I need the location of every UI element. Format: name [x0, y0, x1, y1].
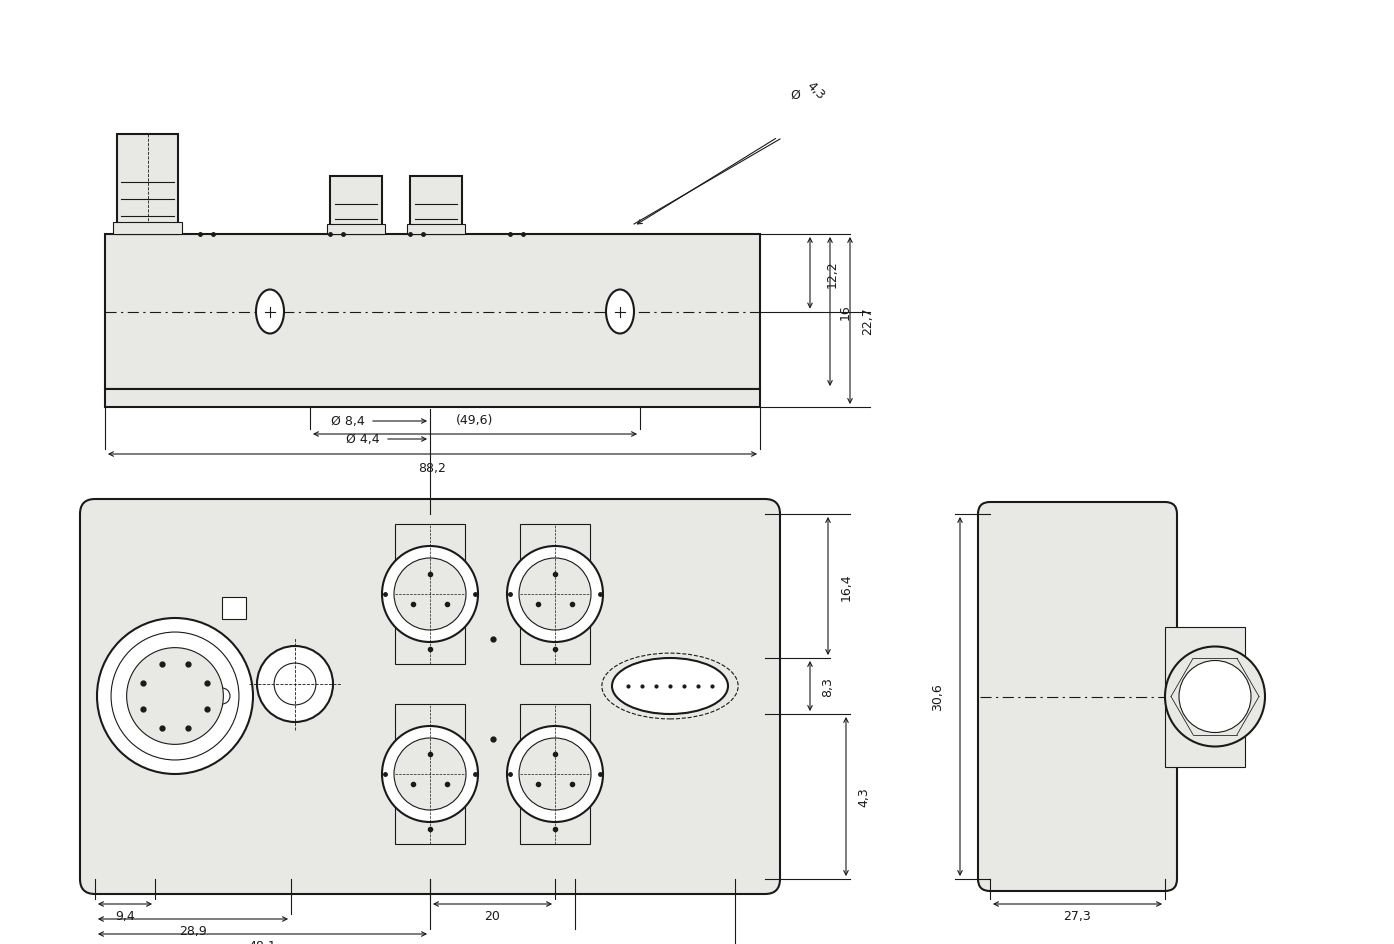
Circle shape [98, 618, 252, 774]
Ellipse shape [256, 290, 284, 334]
Text: 9,4: 9,4 [116, 909, 135, 922]
Bar [117, 135, 178, 235]
Bar [330, 177, 382, 235]
Circle shape [519, 738, 591, 810]
Text: 30,6: 30,6 [931, 683, 945, 711]
Text: 8,3: 8,3 [821, 676, 835, 697]
Circle shape [395, 559, 466, 631]
Circle shape [382, 726, 478, 822]
Ellipse shape [612, 658, 728, 715]
Circle shape [507, 547, 604, 642]
Bar [222, 598, 245, 619]
Circle shape [395, 738, 466, 810]
Text: (49,6): (49,6) [456, 414, 493, 427]
Bar [105, 235, 760, 390]
Ellipse shape [606, 290, 634, 334]
Text: 27,3: 27,3 [1064, 909, 1092, 922]
Bar [410, 177, 461, 235]
Text: 16: 16 [839, 304, 852, 320]
Text: Ø 4,4: Ø 4,4 [346, 433, 381, 446]
Bar [113, 223, 183, 235]
Text: 16,4: 16,4 [839, 573, 853, 600]
Circle shape [519, 559, 591, 631]
Circle shape [1179, 661, 1250, 733]
Text: 48,1: 48,1 [248, 939, 276, 944]
Text: Ø: Ø [790, 89, 800, 102]
Text: Ø 8,4: Ø 8,4 [332, 415, 365, 428]
Circle shape [256, 647, 333, 722]
Text: 28,9: 28,9 [178, 924, 206, 937]
Bar [328, 225, 385, 235]
FancyBboxPatch shape [979, 502, 1177, 891]
Circle shape [382, 547, 478, 642]
Bar [105, 390, 760, 408]
Bar [407, 225, 466, 235]
Text: 4,3: 4,3 [804, 78, 827, 102]
Text: 4,3: 4,3 [857, 786, 870, 806]
Circle shape [127, 648, 223, 745]
Bar [395, 525, 466, 665]
Text: 88,2: 88,2 [418, 462, 446, 475]
Text: 20: 20 [485, 909, 500, 922]
FancyBboxPatch shape [79, 499, 781, 894]
Circle shape [1165, 647, 1264, 747]
Bar [395, 704, 466, 844]
Bar [520, 704, 590, 844]
Bar [1165, 627, 1245, 767]
Bar [520, 525, 590, 665]
Text: 22,7: 22,7 [861, 308, 874, 335]
Circle shape [507, 726, 604, 822]
Circle shape [215, 688, 230, 704]
Text: 12,2: 12,2 [825, 260, 839, 287]
